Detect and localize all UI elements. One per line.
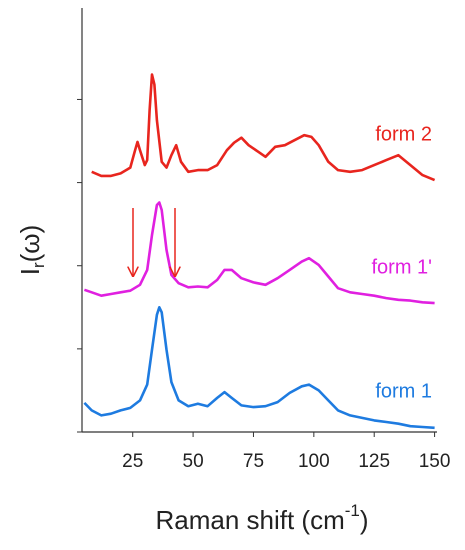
x-axis-label: Raman shift (cm-1) [155,501,368,534]
y-axis-label: Ir(ω) [15,225,49,276]
x-tick-label: 25 [122,451,143,472]
spectrum-line [83,306,435,430]
series-label: form 1' [372,256,433,278]
x-tick-label: 75 [243,451,264,472]
x-tick-label: 150 [419,451,451,472]
x-tick-label: 125 [358,451,390,472]
x-label-text: ) [360,505,369,535]
x-tick-label: 50 [183,451,204,472]
spectrum-line [83,201,435,305]
series-label: form 2 [375,123,432,145]
arrows [133,208,175,276]
y-label-text: I [15,268,45,275]
x-label-text: Raman shift (cm [155,505,344,535]
x-label-sup: -1 [345,501,360,520]
y-label-text: (ω) [15,225,45,263]
spectrum-line [91,73,436,182]
y-label-sub: r [29,262,48,268]
x-tick-label: 100 [298,451,330,472]
series-label: form 1 [375,380,432,402]
